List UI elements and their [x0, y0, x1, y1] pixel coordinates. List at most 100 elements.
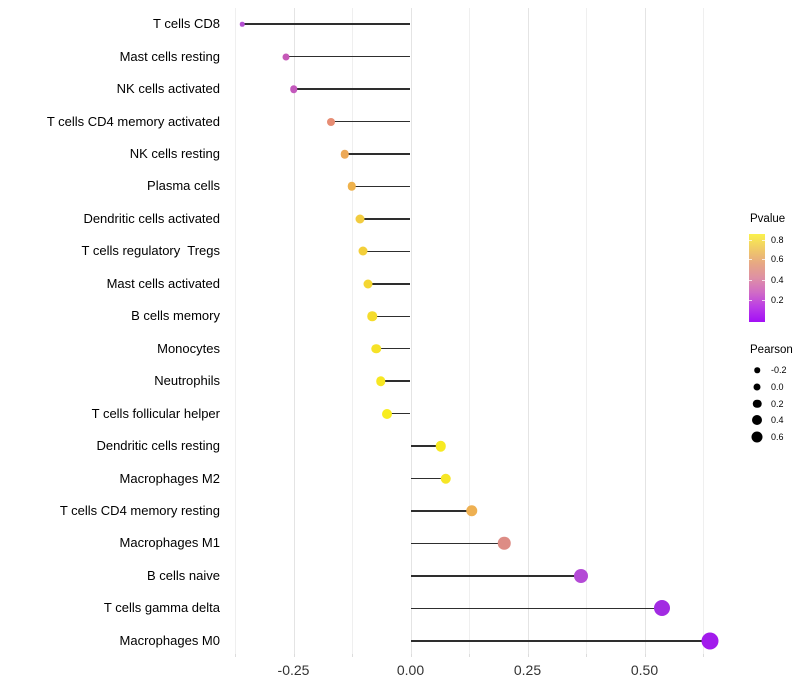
category-label: Macrophages M0 [119, 632, 220, 648]
colorbar-notch [749, 280, 752, 281]
pearson-legend-label: 0.2 [771, 398, 784, 409]
colorbar-notch [762, 280, 765, 281]
gridline-major [293, 8, 295, 654]
lollipop-stem [386, 412, 411, 415]
pearson-legend-dot [751, 431, 763, 443]
pvalue-tick-label: 0.6 [771, 254, 784, 264]
category-label: Macrophages M1 [119, 535, 220, 551]
gridline-minor [703, 8, 704, 654]
x-axis-tick [469, 654, 470, 657]
lollipop-stem [376, 347, 411, 350]
category-label: Dendritic cells activated [83, 210, 220, 226]
x-tick-label: 0.00 [396, 662, 425, 678]
gridline-minor [235, 8, 236, 654]
lollipop-stem [410, 477, 446, 480]
pearson-legend-label: -0.2 [771, 365, 787, 375]
category-label: B cells naive [147, 567, 220, 583]
x-tick-label: 0.50 [630, 662, 659, 678]
x-axis-tick [703, 654, 704, 657]
lollipop-dot [347, 182, 356, 191]
lollipop-dot [381, 408, 392, 419]
lollipop-stem [344, 153, 411, 155]
category-label: T cells CD4 memory resting [59, 502, 220, 518]
lollipop-stem [410, 542, 505, 545]
lollipop-stem [410, 607, 662, 610]
colorbar-notch [762, 259, 765, 260]
lollipop-dot [340, 149, 350, 159]
pearson-legend-dot [752, 399, 762, 408]
lollipop-dot [358, 246, 368, 256]
category-label: T cells regulatory Tregs [81, 243, 220, 259]
lollipop-stem [410, 445, 441, 447]
gridline-major [410, 8, 412, 654]
lollipop-stem [359, 218, 411, 220]
pearson-legend-label: 0.4 [771, 415, 784, 426]
colorbar-notch [749, 240, 752, 241]
lollipop-dot [282, 53, 290, 61]
lollipop-dot [239, 21, 245, 27]
gridline-major [644, 8, 646, 654]
lollipop-dot [371, 343, 382, 354]
pearson-legend-dot [752, 415, 762, 426]
gridline-minor [352, 8, 353, 654]
lollipop-dot [653, 600, 670, 617]
x-tick-label: 0.25 [513, 662, 542, 678]
x-tick-label: -0.25 [277, 662, 310, 678]
legend-pearson-title: Pearson [750, 344, 793, 356]
lollipop-dot [497, 537, 511, 550]
x-axis-tick [410, 654, 412, 657]
gridline-minor [469, 8, 470, 654]
lollipop-stem [242, 23, 411, 25]
lollipop-stem [380, 380, 411, 382]
colorbar-notch [762, 300, 765, 301]
category-label: NK cells activated [116, 81, 220, 97]
lollipop-stem [330, 120, 411, 123]
pearson-legend-label: 0.0 [771, 381, 784, 392]
category-label: B cells memory [131, 308, 220, 324]
category-label: Dendritic cells resting [96, 438, 220, 454]
x-axis-tick [586, 654, 587, 657]
lollipop-stem [293, 88, 411, 90]
x-axis-tick [527, 654, 529, 657]
lollipop-stem [363, 250, 411, 253]
category-label: T cells follicular helper [91, 405, 220, 421]
pvalue-colorbar [749, 234, 765, 322]
category-label: Monocytes [157, 340, 220, 356]
x-axis-tick [293, 654, 295, 657]
category-label: T cells CD8 [153, 16, 220, 32]
lollipop-dot [435, 440, 447, 452]
category-label: Macrophages M2 [119, 470, 220, 486]
gridline-major [527, 8, 529, 654]
category-label: Mast cells resting [119, 48, 220, 64]
pearson-legend-dot [754, 367, 760, 373]
lollipop-dot [290, 85, 298, 93]
category-label: T cells CD4 memory activated [46, 113, 220, 129]
pearson-legend-label: 0.6 [771, 432, 784, 443]
lollipop-stem [410, 640, 711, 642]
category-label: Mast cells activated [106, 275, 220, 291]
gridline-minor [586, 8, 587, 654]
colorbar-notch [749, 259, 752, 260]
x-axis-tick [235, 654, 236, 657]
legend-pvalue-title: Pvalue [750, 213, 786, 225]
colorbar-notch [762, 240, 765, 241]
lollipop-dot [573, 568, 588, 583]
category-label: NK cells resting [129, 146, 220, 161]
lollipop-dot [701, 632, 719, 650]
lollipop-dot [466, 505, 478, 517]
category-label: Neutrophils [154, 373, 220, 389]
lollipop-dot [375, 376, 386, 386]
lollipop-stem [368, 283, 411, 285]
lollipop-dot [367, 311, 377, 321]
pvalue-tick-label: 0.4 [771, 275, 784, 285]
lollipop-stem [286, 55, 411, 58]
lollipop-dot [363, 279, 373, 289]
lollipop-stem [351, 185, 411, 188]
x-axis-tick [644, 654, 646, 657]
lollipop-stem [410, 575, 581, 577]
lollipop-dot [440, 473, 451, 484]
pvalue-tick-label: 0.8 [771, 235, 784, 245]
category-label: T cells gamma delta [103, 600, 220, 616]
x-axis-tick [352, 654, 353, 657]
